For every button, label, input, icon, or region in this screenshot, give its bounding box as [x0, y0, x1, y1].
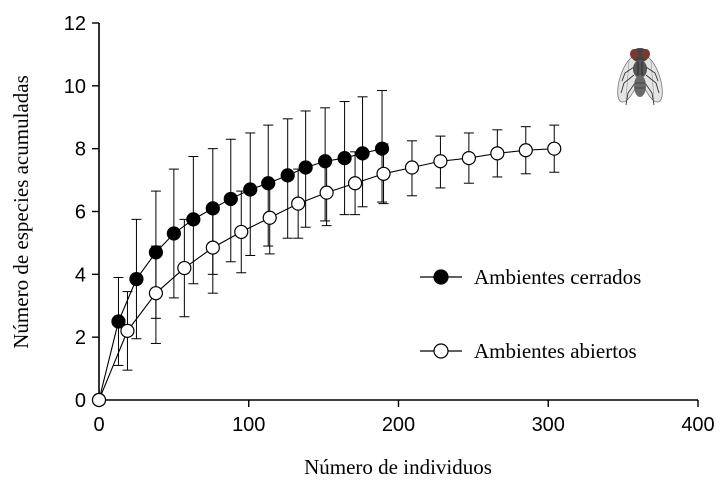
data-point-1-4	[205, 240, 220, 255]
legend-item-open: Ambientes abiertos	[420, 339, 637, 363]
data-point-1-2	[148, 286, 164, 301]
data-point-1-0	[91, 392, 107, 408]
y-tick-label-4: 8	[75, 139, 86, 161]
legend-label-open: Ambientes abiertos	[474, 339, 637, 363]
data-point-1-11	[404, 160, 420, 175]
legend-label-closed: Ambientes cerrados	[474, 265, 641, 289]
y-tick-label-6: 12	[64, 13, 86, 35]
data-point-1-10	[376, 166, 391, 181]
data-point-0-7	[223, 191, 238, 207]
x-tick-label-2: 200	[382, 414, 415, 436]
data-point-1-3	[177, 260, 192, 276]
data-point-1-13	[461, 150, 476, 166]
data-point-0-5	[186, 212, 201, 227]
y-ticks: 0 2 4 6 8 10 12	[64, 13, 99, 412]
y-tick-label-2: 4	[75, 264, 86, 286]
data-point-1-15	[518, 143, 533, 158]
x-tick-label-1: 100	[232, 414, 265, 436]
y-tick-label-3: 6	[75, 202, 86, 224]
fly-icon	[617, 48, 663, 106]
data-point-0-1	[111, 314, 126, 329]
series-closed	[98, 90, 388, 401]
x-tick-label-0: 0	[93, 414, 104, 436]
legend-marker-closed	[433, 269, 449, 285]
data-point-0-15	[374, 141, 390, 156]
data-point-1-16	[547, 141, 562, 156]
data-point-0-12	[318, 154, 333, 169]
data-point-1-12	[433, 154, 448, 169]
y-tick-label-1: 2	[75, 327, 86, 349]
data-point-1-6	[262, 210, 277, 225]
y-tick-label-0: 0	[75, 390, 86, 412]
legend: Ambientes cerrados Ambientes abiertos	[420, 265, 641, 363]
data-point-0-14	[355, 146, 370, 161]
data-point-1-8	[319, 185, 334, 200]
x-tick-label-4: 400	[681, 414, 714, 436]
data-point-1-7	[291, 196, 306, 211]
data-point-0-4	[166, 226, 181, 241]
x-axis-title: Número de individuos	[304, 455, 492, 479]
data-point-1-14	[490, 146, 505, 161]
y-axis-title: Número de especies acumuladas	[9, 75, 33, 348]
y-tick-label-5: 10	[64, 76, 86, 98]
series-layer	[91, 90, 562, 408]
data-point-1-9	[347, 176, 363, 191]
data-point-0-13	[337, 150, 352, 166]
data-point-0-3	[148, 245, 164, 260]
data-point-0-9	[261, 176, 276, 191]
x-ticks: 0 100 200 300 400	[93, 400, 715, 436]
series-line-0	[98, 148, 383, 401]
legend-item-closed: Ambientes cerrados	[420, 265, 641, 289]
x-tick-label-3: 300	[532, 414, 565, 436]
data-point-0-2	[129, 271, 144, 287]
data-point-1-5	[234, 224, 249, 240]
data-point-0-10	[280, 168, 295, 183]
data-point-1-1	[120, 323, 135, 338]
data-point-0-6	[205, 201, 220, 216]
legend-marker-open	[433, 343, 449, 359]
data-point-0-8	[243, 182, 258, 197]
data-point-0-11	[298, 160, 313, 175]
